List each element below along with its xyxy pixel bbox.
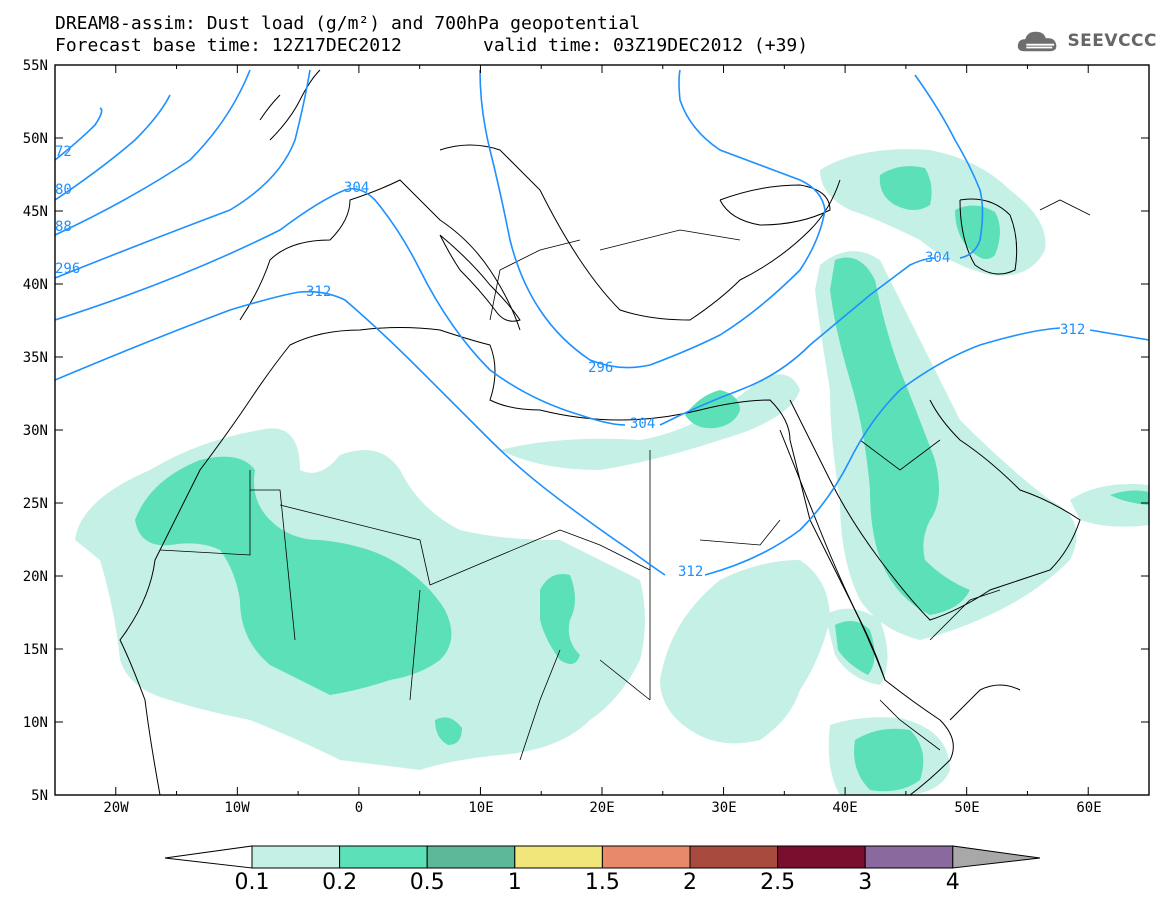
dust-area-mid (435, 717, 462, 745)
contour-label: 304 (344, 180, 369, 196)
lat-label: 25N (23, 496, 48, 512)
lat-label: 30N (23, 423, 48, 439)
colorbar-label: 0.2 (322, 870, 358, 895)
contour-labels: 72 80 88 296 304 312 296 304 312 304 312 (55, 144, 1085, 580)
colorbar-label: 0.1 (234, 870, 270, 895)
lat-label: 15N (23, 642, 48, 658)
lat-label: 45N (23, 204, 48, 220)
colorbar-left-arrow (164, 845, 253, 869)
contour-312-east (704, 327, 1061, 576)
colorbar-segment (777, 845, 866, 869)
contour-296-west (55, 69, 311, 279)
colorbar-segment (864, 845, 954, 869)
lon-label: 0 (355, 800, 363, 816)
dust-area-mid (835, 621, 875, 675)
red-sea-coast (779, 429, 886, 681)
contour-label: 80 (55, 182, 72, 198)
arabia-coast (789, 399, 1081, 621)
dust-area-light (1070, 484, 1149, 527)
geopotential-contours (55, 69, 1149, 576)
lon-label: 20E (589, 800, 614, 816)
contour-304-west (55, 187, 626, 426)
logo-text: SEEVCCC (1067, 31, 1157, 51)
contour-label: 312 (1060, 322, 1085, 338)
lat-label: 55N (23, 58, 48, 74)
lon-label: 10E (468, 800, 493, 816)
cloud-logo-icon (1017, 31, 1057, 52)
dust-area-mid (830, 257, 970, 615)
britain-coast (259, 69, 321, 141)
lat-label: 5N (31, 788, 48, 804)
contour-296-central (479, 69, 826, 369)
contour-label: 72 (55, 144, 72, 160)
country-borders (159, 199, 1091, 761)
dust-area-mid (540, 574, 580, 664)
lat-label: 10N (23, 715, 48, 731)
lat-label: 50N (23, 131, 48, 147)
colorbar-segment (251, 845, 341, 869)
valid-time: valid time: 03Z19DEC2012 (+39) (483, 35, 809, 56)
seevccc-logo: SEEVCCC (1017, 24, 1157, 58)
lat-label: 40N (23, 277, 48, 293)
colorbar-segment (426, 845, 516, 869)
contour-label: 296 (588, 360, 613, 376)
colorbar-segment (601, 845, 691, 869)
dust-area-mid (854, 728, 924, 792)
forecast-base-time: Forecast base time: 12Z17DEC2012 (55, 35, 402, 56)
contour-304-central (659, 257, 936, 426)
dust-area-light (500, 374, 800, 470)
contour-label: 304 (630, 416, 655, 432)
lat-label: 35N (23, 350, 48, 366)
lon-label: 30E (711, 800, 736, 816)
contour-label: 312 (678, 564, 703, 580)
colorbar-label: 2.5 (760, 870, 796, 895)
lat-labels: 55N 50N 45N 40N 35N 30N 25N 20N 15N 10N … (23, 58, 48, 804)
contour-304-east (914, 74, 984, 259)
colorbar-segment (514, 845, 603, 869)
contour-label: 304 (925, 250, 950, 266)
colorbar-label: 4 (945, 870, 960, 895)
lat-label: 20N (23, 569, 48, 585)
dust-area-light (660, 560, 830, 744)
map-title: DREAM8-assim: Dust load (g/m²) and 700hP… (55, 13, 641, 34)
colorbar-label: 0.5 (409, 870, 445, 895)
dust-area-mid (879, 166, 932, 210)
contour-label: 312 (306, 284, 331, 300)
lon-label: 50E (954, 800, 979, 816)
dust-shading (75, 149, 1149, 795)
dust-area-mid (135, 456, 452, 695)
lon-labels: 20W 10W 0 10E 20E 30E 40E 50E 60E (103, 800, 1101, 816)
contour-312-west (55, 290, 666, 576)
contour-72 (55, 107, 103, 161)
contour-label: 88 (55, 219, 72, 235)
contour-312-far-east (1089, 329, 1149, 341)
caspian-coast (959, 198, 1018, 275)
colorbar-right-arrow (952, 845, 1041, 869)
contour-80 (55, 94, 171, 201)
axis-ticks (54, 64, 1150, 796)
black-sea-coast (719, 184, 831, 226)
colorbar-segment (689, 845, 779, 869)
horn-africa-coast (949, 684, 1021, 721)
colorbar-label: 1.5 (584, 870, 620, 895)
coastlines (119, 69, 1091, 795)
colorbar-label: 1 (507, 870, 522, 895)
europe-coast (239, 144, 841, 331)
italy-coast (439, 234, 521, 322)
colorbar (164, 845, 1041, 869)
contour-88 (55, 69, 251, 236)
lon-label: 60E (1076, 800, 1101, 816)
lon-label: 40E (832, 800, 857, 816)
colorbar-label: 3 (858, 870, 873, 895)
dust-area-mid (685, 390, 740, 429)
contour-label: 296 (55, 261, 80, 277)
colorbar-label: 2 (683, 870, 697, 895)
lon-label: 20W (103, 800, 129, 816)
lon-label: 10W (224, 800, 250, 816)
dust-area-mid (1110, 490, 1149, 505)
colorbar-segment (339, 845, 428, 869)
